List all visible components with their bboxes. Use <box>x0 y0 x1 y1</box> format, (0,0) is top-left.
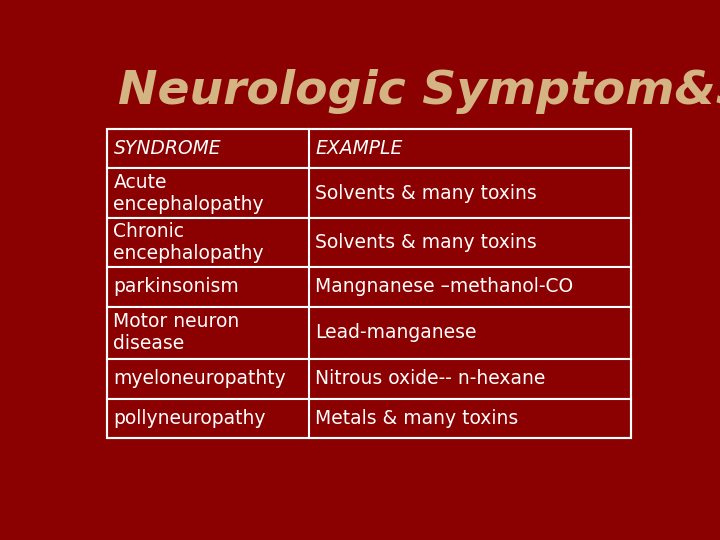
Text: Acute
encephalopathy: Acute encephalopathy <box>114 173 264 214</box>
Text: SYNDROME: SYNDROME <box>114 139 221 158</box>
Text: Lead-manganese: Lead-manganese <box>315 323 477 342</box>
Text: Nitrous oxide-- n-hexane: Nitrous oxide-- n-hexane <box>315 369 546 388</box>
Bar <box>107 218 631 267</box>
Text: Mangnanese –methanol-CO: Mangnanese –methanol-CO <box>315 278 574 296</box>
Bar <box>107 307 631 360</box>
Text: Motor neuron
disease: Motor neuron disease <box>114 313 240 354</box>
Bar <box>107 399 631 438</box>
Bar <box>107 168 631 218</box>
Bar <box>107 360 631 399</box>
Text: Solvents & many toxins: Solvents & many toxins <box>315 233 537 252</box>
Text: EXAMPLE: EXAMPLE <box>315 139 402 158</box>
Text: Chronic
encephalopathy: Chronic encephalopathy <box>114 222 264 263</box>
Text: Solvents & many toxins: Solvents & many toxins <box>315 184 537 202</box>
Text: Metals & many toxins: Metals & many toxins <box>315 409 518 428</box>
Text: pollyneuropathy: pollyneuropathy <box>114 409 266 428</box>
Text: parkinsonism: parkinsonism <box>114 278 239 296</box>
Bar <box>107 129 631 168</box>
Bar <box>107 129 631 438</box>
Text: Neurologic Symptom&Signs: Neurologic Symptom&Signs <box>118 69 720 114</box>
Text: myeloneuropathty: myeloneuropathty <box>114 369 286 388</box>
Bar <box>107 267 631 307</box>
